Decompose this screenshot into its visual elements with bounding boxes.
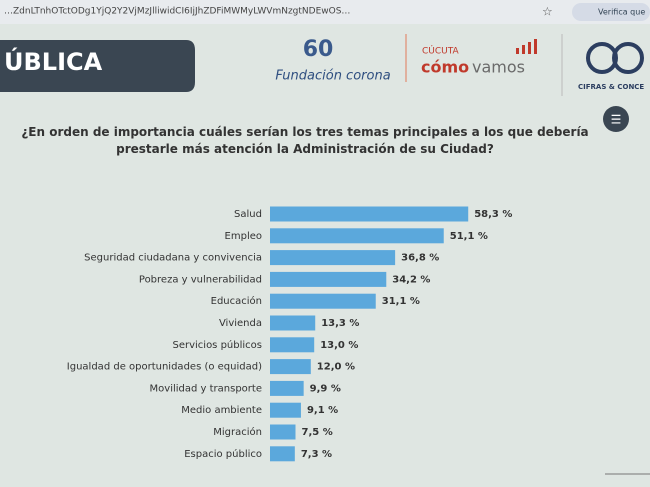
category-label: Seguridad ciudadana y convivencia: [84, 253, 262, 264]
category-label: Movilidad y transporte: [150, 383, 262, 394]
logo-bar: [534, 39, 537, 54]
value-label: 34,2 %: [392, 274, 430, 285]
bar: [270, 206, 469, 222]
verify-text[interactable]: Verifica que: [598, 8, 645, 17]
bar: [270, 228, 444, 244]
foundation-name: Fundación corona: [275, 69, 390, 84]
bar: [270, 250, 396, 266]
chart-title: ¿En orden de importancia cuáles serían l…: [21, 125, 589, 156]
category-label: Servicios públicos: [172, 339, 262, 351]
category-label: Pobreza y vulnerabilidad: [139, 274, 262, 285]
category-label: Educación: [211, 295, 262, 307]
banner-text: ÚBLICA: [4, 46, 103, 76]
value-label: 9,9 %: [310, 383, 341, 394]
category-label: Igualdad de oportunidades (o equidad): [67, 362, 262, 373]
city: CÚCUTA: [422, 45, 460, 57]
category-label: Empleo: [225, 231, 262, 242]
value-label: 31,1 %: [382, 296, 420, 307]
value-label: 51,1 %: [450, 231, 488, 242]
foundation-number: 60: [303, 37, 334, 62]
menu-icon[interactable]: ☰: [611, 113, 622, 127]
bar: [270, 402, 301, 418]
browser-bar: [0, 0, 650, 24]
bar: [270, 424, 296, 440]
partner-logo: [612, 42, 644, 74]
menu-button[interactable]: [603, 106, 629, 132]
value-label: 7,3 %: [301, 449, 332, 460]
program-b: vamos: [472, 58, 525, 77]
logo-bar: [516, 48, 519, 54]
value-label: 9,1 %: [307, 405, 338, 416]
logo-bar: [522, 45, 525, 54]
bar: [270, 359, 311, 375]
bar: [270, 293, 376, 309]
value-label: 13,0 %: [320, 340, 358, 351]
partner-name: CIFRAS & CONCE: [578, 83, 644, 91]
bar: [270, 315, 316, 331]
bar: [270, 380, 304, 396]
value-label: 12,0 %: [317, 362, 355, 373]
category-label: Salud: [234, 209, 262, 220]
program-a: cómo: [421, 58, 469, 77]
value-label: 58,3 %: [474, 209, 512, 220]
star-icon[interactable]: ☆: [542, 5, 553, 19]
bar: [270, 446, 295, 462]
bar: [270, 337, 315, 353]
url: …ZdnLTnhOTctODg1YjQ2Y2VjMzJlliwidCI6IjJh…: [4, 7, 350, 17]
banner: [0, 40, 195, 92]
category-label: Medio ambiente: [181, 405, 262, 416]
category-label: Vivienda: [219, 318, 262, 329]
category-label: Espacio público: [184, 448, 262, 460]
bar: [270, 271, 387, 287]
verify-button[interactable]: [572, 3, 650, 21]
value-label: 36,8 %: [401, 253, 439, 264]
category-label: Migración: [213, 426, 262, 438]
logo-bar: [528, 42, 531, 54]
title-box: ¿En orden de importancia cuáles serían l…: [21, 125, 589, 156]
value-label: 13,3 %: [321, 318, 359, 329]
value-label: 7,5 %: [302, 427, 333, 438]
